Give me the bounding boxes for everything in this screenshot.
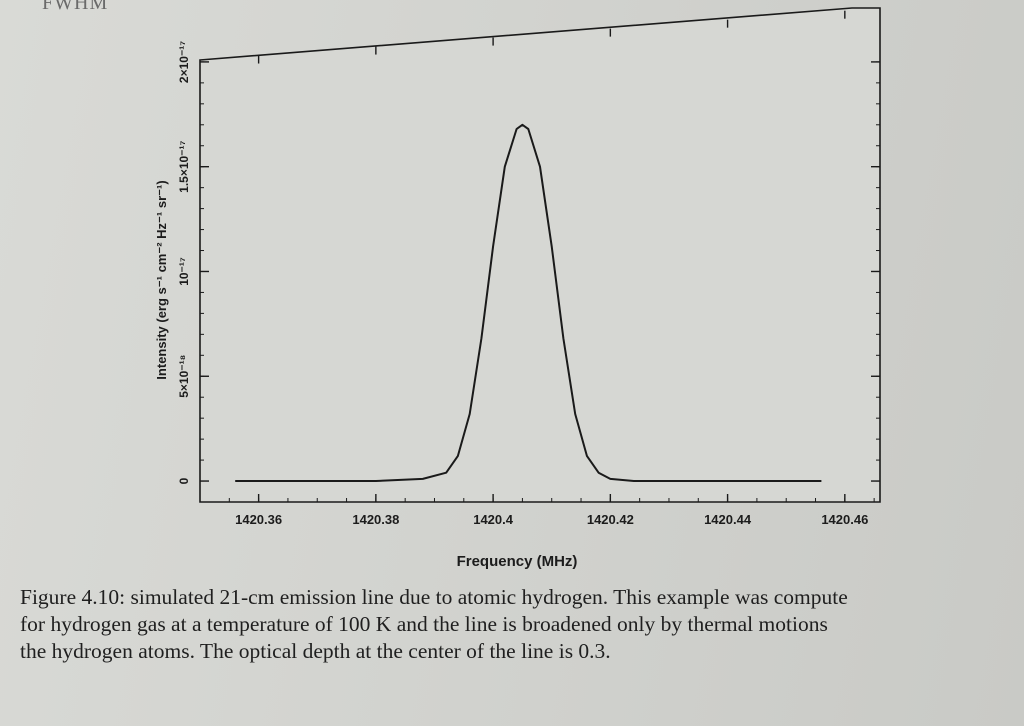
caption-text-1: simulated 21-cm emission line due to ato… [125, 585, 848, 609]
x-tick-label: 1420.42 [587, 512, 634, 527]
y-tick-label: 1.5×10⁻¹⁷ [177, 140, 191, 192]
y-axis-label: Intensity (erg s⁻¹ cm⁻² Hz⁻¹ sr⁻¹) [154, 180, 169, 379]
x-axis-label: Frequency (MHz) [457, 553, 578, 570]
y-tick-label: 2×10⁻¹⁷ [177, 41, 191, 83]
plot-frame [199, 7, 881, 503]
caption-text-2: for hydrogen gas at a temperature of 100… [20, 612, 828, 636]
caption-text-3: the hydrogen atoms. The optical depth at… [20, 639, 611, 663]
partial-header-text: FWHM [42, 0, 109, 14]
axis-ticks-group [199, 10, 880, 502]
emission-line-series [235, 123, 822, 482]
x-tick-label: 1420.38 [352, 512, 399, 527]
caption-line-2: for hydrogen gas at a temperature of 100… [20, 611, 1020, 638]
caption-line-3: the hydrogen atoms. The optical depth at… [20, 638, 1020, 665]
axis-labels-group: 1420.36 1420.38 1420.4 1420.42 1420.44 1420.4… [177, 41, 868, 527]
plot-frame-group [199, 7, 881, 503]
x-tick-label: 1420.44 [704, 512, 752, 527]
y-tick-label: 10⁻¹⁷ [177, 257, 191, 286]
series-group [235, 123, 822, 482]
figure-caption: Figure 4.10: simulated 21-cm emission li… [20, 584, 1020, 665]
y-tick-label: 0 [177, 477, 191, 484]
x-tick-label: 1420.4 [473, 512, 514, 527]
caption-line-1: Figure 4.10: simulated 21-cm emission li… [20, 584, 1020, 611]
y-tick-label: 5×10⁻¹⁸ [177, 355, 191, 398]
x-tick-label: 1420.36 [235, 512, 282, 527]
x-tick-label: 1420.46 [821, 512, 868, 527]
caption-label: Figure 4.10: [20, 585, 126, 609]
